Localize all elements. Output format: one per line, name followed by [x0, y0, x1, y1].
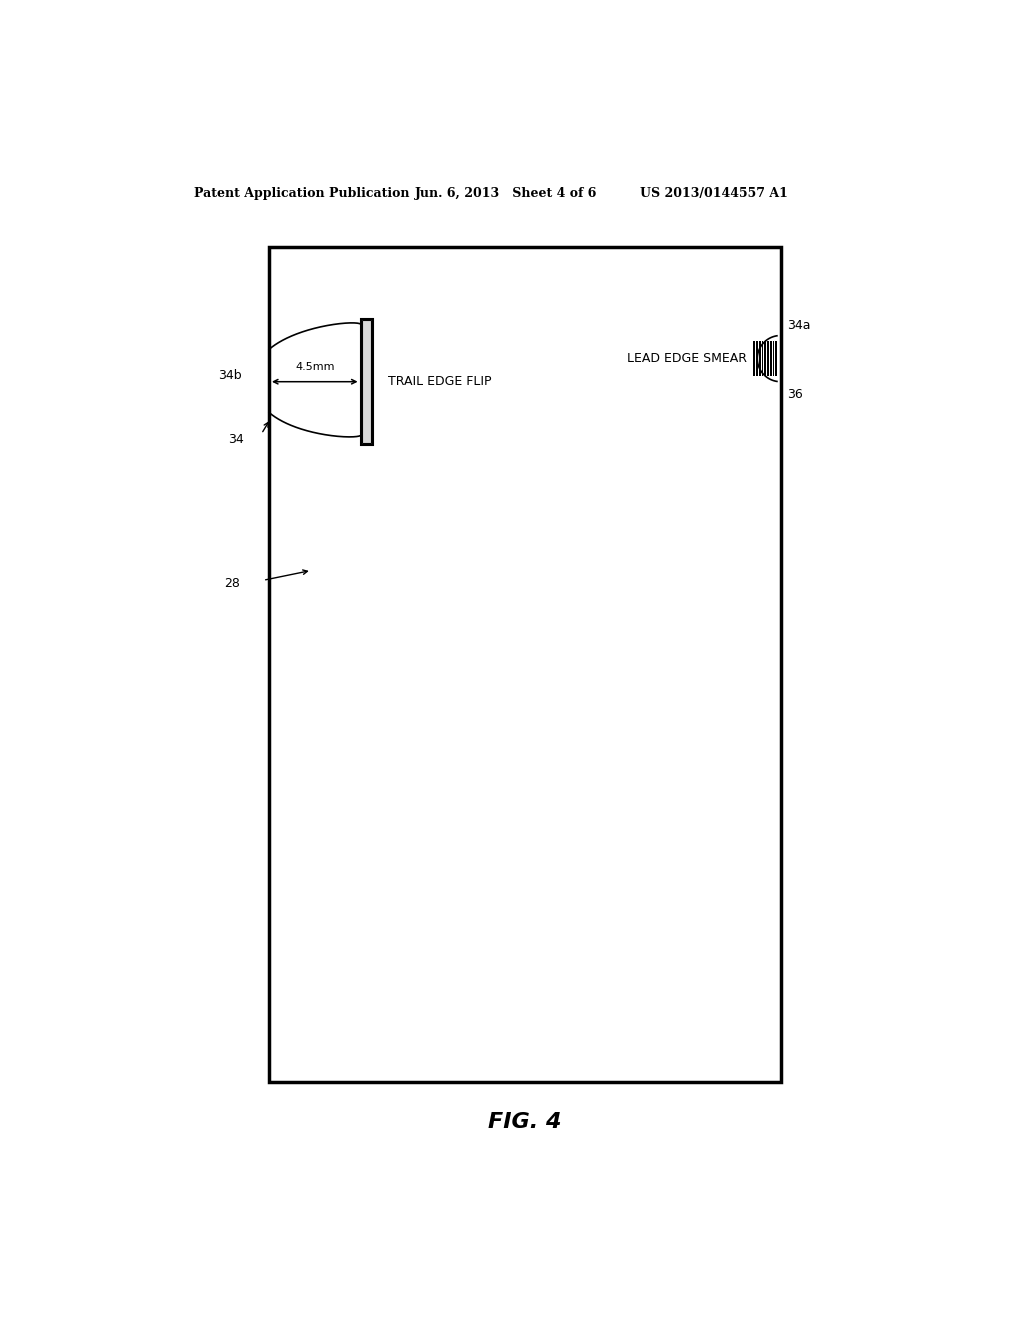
- Bar: [762, 342, 763, 376]
- Bar: [753, 342, 756, 376]
- Bar: [362, 321, 371, 444]
- Bar: [360, 318, 373, 445]
- Text: 36: 36: [786, 388, 803, 401]
- Text: 4.5mm: 4.5mm: [295, 363, 335, 372]
- Text: 34: 34: [228, 433, 245, 446]
- Bar: [775, 342, 777, 376]
- Text: 34a: 34a: [786, 318, 810, 331]
- Text: 28: 28: [223, 577, 240, 590]
- Bar: [759, 342, 761, 376]
- Text: TRAIL EDGE FLIP: TRAIL EDGE FLIP: [388, 375, 492, 388]
- Bar: [767, 342, 769, 376]
- Text: US 2013/0144557 A1: US 2013/0144557 A1: [640, 186, 787, 199]
- Text: 34b: 34b: [218, 370, 242, 381]
- Bar: [773, 342, 774, 376]
- Text: Jun. 6, 2013   Sheet 4 of 6: Jun. 6, 2013 Sheet 4 of 6: [415, 186, 597, 199]
- Bar: [757, 342, 758, 376]
- Bar: [770, 342, 772, 376]
- Text: FIG. 4: FIG. 4: [488, 1113, 561, 1133]
- Text: LEAD EDGE SMEAR: LEAD EDGE SMEAR: [627, 352, 746, 366]
- Bar: [764, 342, 766, 376]
- Bar: [269, 247, 780, 1082]
- Text: Patent Application Publication: Patent Application Publication: [194, 186, 410, 199]
